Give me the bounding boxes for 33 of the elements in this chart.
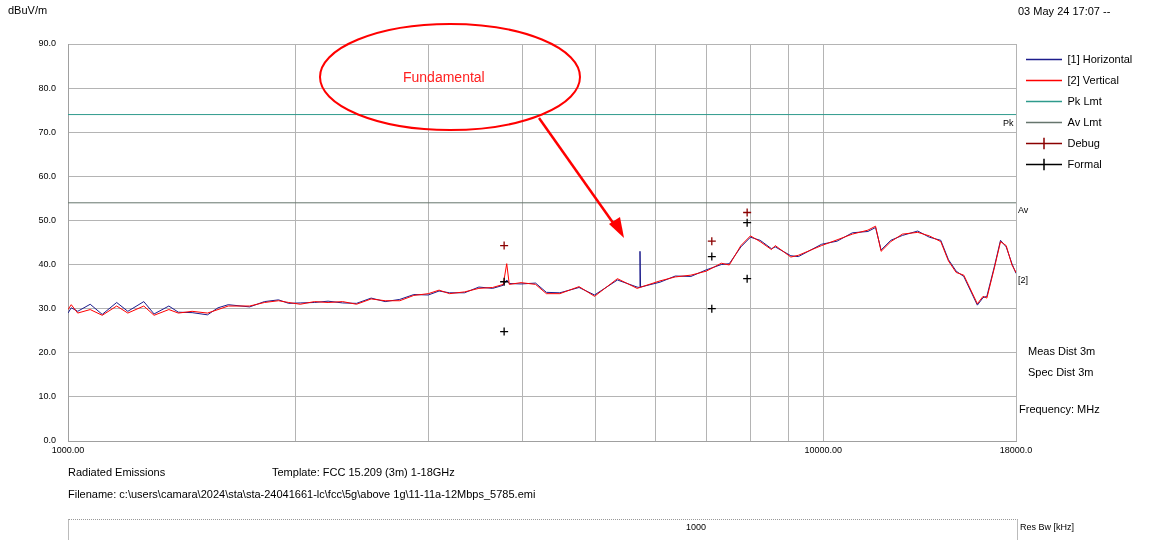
text: Av <box>1018 204 1029 217</box>
legend-label: Av Lmt <box>1067 115 1102 128</box>
y-axis-title: dBuV/m <box>8 4 48 17</box>
legend-label: Pk Lmt <box>1067 94 1102 107</box>
y-tick-label: 10.0 <box>38 391 56 402</box>
x-tick-label: 10000.00 <box>804 444 842 455</box>
y-tick-label: 60.0 <box>38 170 56 181</box>
x-tick-label: 18000.0 <box>999 444 1033 455</box>
text: Res Bw [kHz] <box>1020 521 1075 534</box>
x-axis-title: Frequency: MHz <box>1019 403 1100 416</box>
y-tick-label: 70.0 <box>38 126 56 137</box>
legend-label: Debug <box>1067 136 1100 149</box>
text: Meas Dist 3m <box>1028 345 1096 358</box>
text: Filename: c:\users\camara\2024\sta\sta-24041661-lc\fcc\5g\above 1g\11-11a-12Mbps_5785.emi <box>68 488 536 501</box>
y-tick-label: 40.0 <box>38 259 56 270</box>
text: Spec Dist 3m <box>1028 366 1094 379</box>
y-tick-label: 90.0 <box>38 38 56 49</box>
annotation: Pk <box>1003 117 1014 130</box>
y-tick-label: 80.0 <box>38 82 56 93</box>
y-tick-label: 50.0 <box>38 214 56 225</box>
text: Radiated Emissions <box>68 466 166 479</box>
legend-label: Formal <box>1067 157 1102 170</box>
annotation: Fundamental <box>403 69 485 85</box>
y-tick-label: 0.0 <box>43 435 56 446</box>
y-tick-label: 30.0 <box>38 303 56 314</box>
legend-label: [2] Vertical <box>1067 73 1119 86</box>
text: 1000 <box>686 521 707 534</box>
x-tick-label: 1000.00 <box>51 444 85 455</box>
y-tick-label: 20.0 <box>38 347 56 358</box>
text: 03 May 24 17:07 -- <box>1018 5 1111 18</box>
legend-label: [1] Horizontal <box>1067 52 1133 65</box>
text: [2] <box>1018 274 1029 287</box>
text: Template: FCC 15.209 (3m) 1-18GHz <box>272 466 455 479</box>
